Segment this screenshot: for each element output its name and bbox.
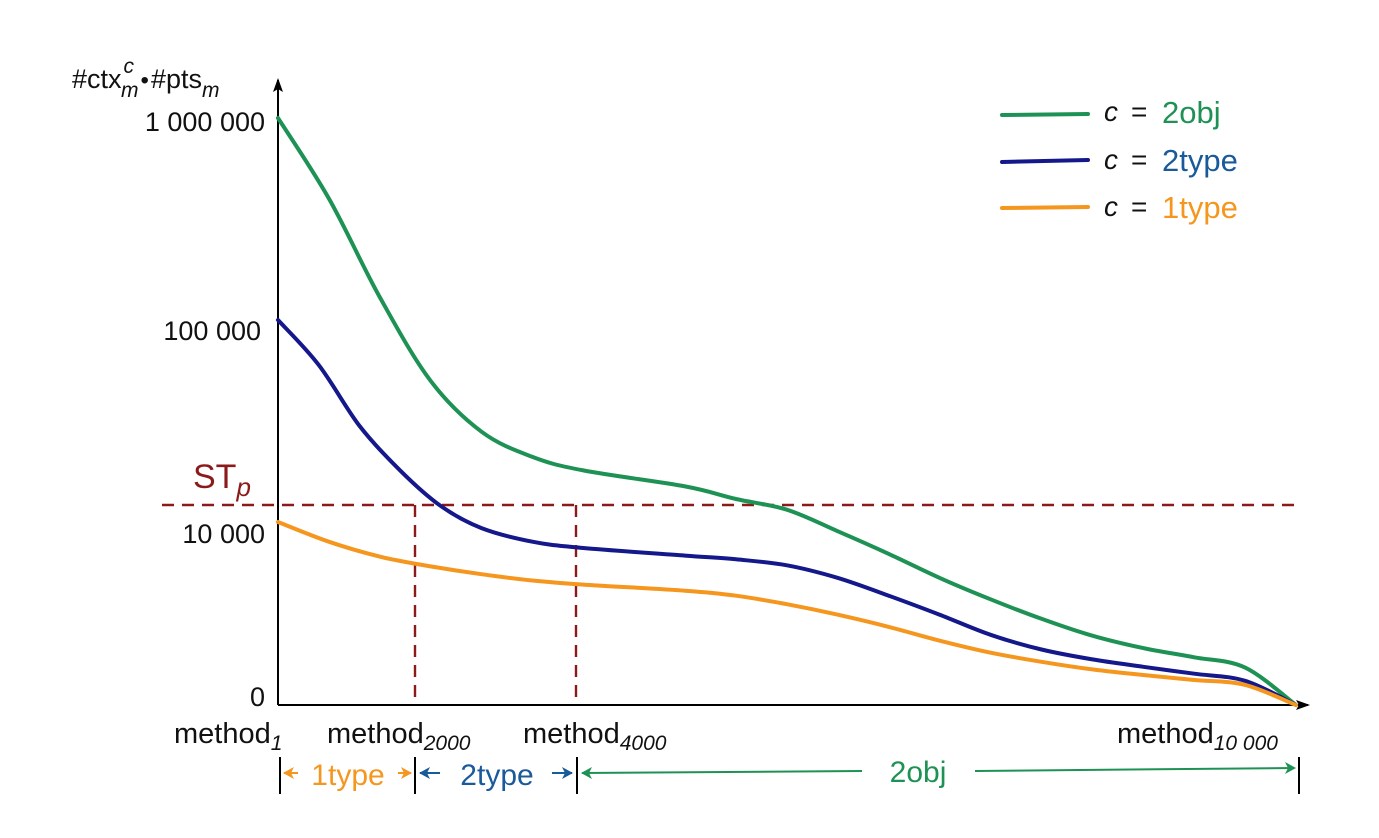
range-label-2obj: 2obj	[890, 756, 947, 789]
range-arrowhead-1type-left	[283, 767, 294, 779]
legend-var: c	[1104, 144, 1118, 175]
legend-label: 2type	[1162, 143, 1238, 178]
series-line-2type	[276, 318, 1298, 707]
legend-swatch	[1000, 158, 1090, 164]
legend-item-1type: c = 1type	[1000, 190, 1238, 225]
range-arrow-2obj-left	[581, 770, 863, 774]
y-axis-label-sub2: m	[202, 79, 220, 102]
x-tick-label: method10 000	[1117, 718, 1278, 755]
y-axis-label-sup: c	[124, 55, 135, 78]
y-axis-label-base2: #pts	[151, 64, 202, 94]
y-tick-label: 10 000	[182, 519, 265, 549]
range-arrowhead-2type-right	[562, 767, 573, 779]
y-axis-label: #ctxc m•#ptsm	[72, 55, 219, 102]
legend-item-2type: c = 2type	[1000, 143, 1238, 178]
x-tick-label-sub: 10 000	[1214, 732, 1279, 755]
legend-var: c	[1104, 191, 1118, 222]
x-tick-label-base: method	[174, 718, 271, 750]
legend-eq: =	[1131, 144, 1147, 175]
legend-eq: =	[1131, 191, 1147, 222]
range-arrowhead-2obj-right	[1285, 762, 1296, 774]
range-arrow-2obj-right	[974, 767, 1295, 772]
series-line-2obj	[276, 116, 1298, 707]
legend-label: 1type	[1162, 190, 1238, 225]
y-axis-label-sub: m	[121, 79, 139, 102]
y-tick-label: 1 000 000	[145, 107, 265, 137]
x-tick-label: method2000	[327, 718, 471, 755]
y-axis-label-base: #ctx	[72, 64, 122, 94]
series-line-1type	[276, 520, 1298, 707]
legend-eq: =	[1131, 96, 1147, 127]
y-axis-label-dot: •	[141, 67, 149, 94]
legend-swatch	[1000, 112, 1090, 117]
x-tick-label: method1	[174, 718, 282, 755]
range-arrowhead-1type-right	[401, 767, 412, 779]
range-arrowhead-2type-left	[419, 767, 430, 779]
x-tick-label-sub: 1	[271, 732, 283, 755]
threshold-label-sub: p	[235, 472, 250, 502]
range-arrowhead-2obj-left	[581, 767, 592, 779]
x-tick-label-base: method	[1117, 718, 1214, 750]
x-tick-label-base: method	[327, 718, 424, 750]
legend: c = 2obj c = 2type c = 1type	[1000, 95, 1238, 225]
range-label-2type: 2type	[460, 759, 533, 792]
legend-swatch	[1000, 205, 1090, 210]
x-tick-label-sub: 2000	[423, 732, 471, 755]
threshold-label-base: ST	[193, 458, 236, 496]
y-tick-label: 100 000	[163, 316, 261, 346]
legend-label: 2obj	[1162, 95, 1221, 130]
legend-item-2obj: c = 2obj	[1000, 95, 1221, 130]
x-tick-label: method4000	[523, 718, 667, 755]
x-tick-label-sub: 4000	[620, 732, 667, 755]
legend-var: c	[1104, 96, 1118, 127]
threshold-label: STp	[193, 458, 251, 502]
x-tick-label-base: method	[523, 718, 620, 750]
range-label-1type: 1type	[311, 759, 384, 792]
y-tick-label: 0	[250, 682, 265, 712]
